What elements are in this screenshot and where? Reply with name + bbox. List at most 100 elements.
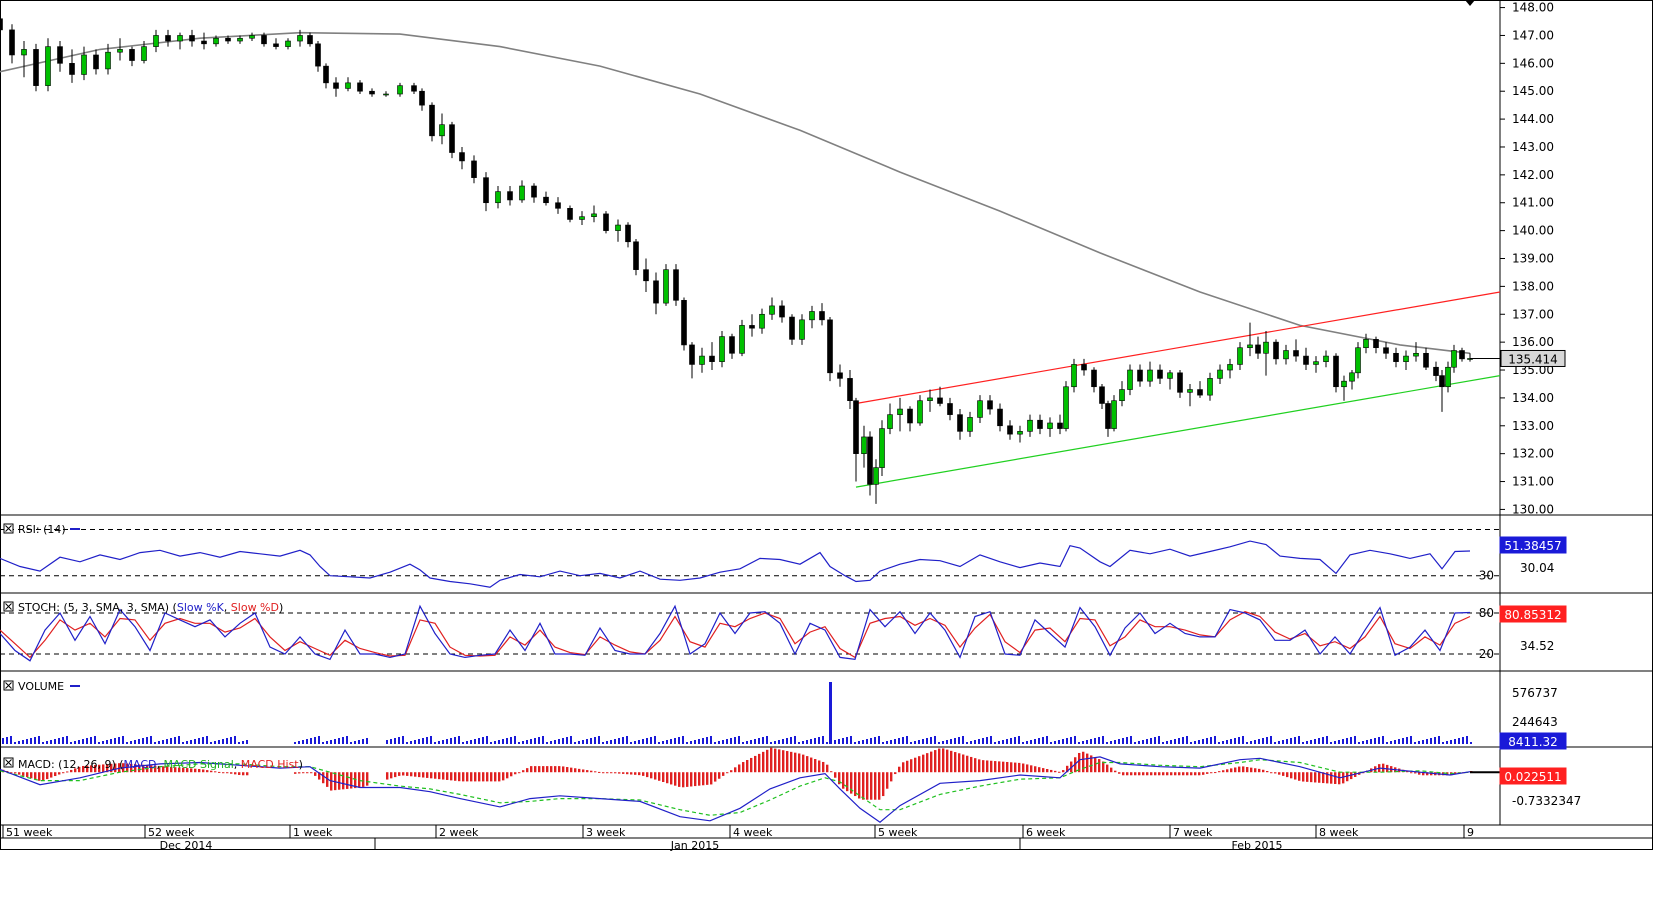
bull-candle <box>153 35 159 47</box>
macd-hist-bar <box>558 766 561 773</box>
bear-candle <box>997 408 1003 427</box>
bear-candle <box>827 319 833 374</box>
volume-bar <box>66 736 68 744</box>
volume-bar <box>650 737 652 744</box>
macd-hist-bar <box>10 772 13 774</box>
macd-hist-bar <box>106 764 109 773</box>
volume-bar <box>338 738 340 744</box>
bear-candle <box>1105 403 1111 429</box>
volume-bar <box>998 741 1000 744</box>
volume-bar <box>234 736 236 744</box>
bear-candle <box>633 241 639 270</box>
volume-bar <box>486 736 488 744</box>
volume-bar <box>970 741 972 744</box>
volume-bar <box>850 736 852 744</box>
price-tick-label: 134.00 <box>1512 391 1554 405</box>
macd-hist-bar <box>1198 772 1201 776</box>
volume-bar <box>958 737 960 744</box>
volume-bar <box>1410 736 1412 744</box>
macd-hist-bar <box>186 768 189 773</box>
macd-hist-bar <box>850 772 853 794</box>
bull-candle <box>45 46 51 86</box>
volume-bar <box>142 738 144 744</box>
week-label: 7 week <box>1173 826 1213 839</box>
macd-hist-bar <box>1202 772 1205 775</box>
macd-hist-bar <box>938 748 941 773</box>
month-label: Dec 2014 <box>160 839 213 852</box>
volume-bar <box>1074 736 1076 744</box>
week-label: 2 week <box>439 826 479 839</box>
bear-candle <box>603 213 609 231</box>
volume-bar <box>974 740 976 744</box>
macd-hist-bar <box>638 772 641 776</box>
macd-hist-bar <box>1426 772 1429 776</box>
volume-bar <box>430 736 432 744</box>
volume-bar <box>1066 738 1068 744</box>
bull-candle <box>809 311 815 321</box>
macd-hist-bar <box>1242 766 1245 773</box>
bull-candle <box>615 224 621 231</box>
bear-candle <box>1137 369 1143 382</box>
macd-hist-bar <box>918 756 921 773</box>
macd-hist-bar <box>730 770 733 773</box>
volume-bar <box>386 740 388 744</box>
volume-bar <box>210 742 212 744</box>
macd-hist-bar <box>214 771 217 773</box>
price-tick-label: 132.00 <box>1512 447 1554 461</box>
macd-hist-bar <box>806 756 809 773</box>
volume-bar <box>1398 739 1400 744</box>
macd-hist-bar <box>1078 752 1081 773</box>
volume-bar <box>1250 741 1252 744</box>
macd-hist-bar <box>934 750 937 773</box>
bear-candle <box>357 82 363 92</box>
last-price-box <box>1500 349 1566 367</box>
macd-hist-bar <box>482 772 485 782</box>
rsi-value-box <box>1499 536 1567 554</box>
stoch-k-line <box>0 604 1471 662</box>
macd-hist-bar <box>814 759 817 773</box>
volume-bar <box>1086 740 1088 744</box>
macd-hist-bar <box>758 753 761 773</box>
volume-bar <box>350 742 352 744</box>
volume-bar <box>690 741 692 744</box>
volume-bar <box>506 738 508 744</box>
volume-bar <box>902 737 904 744</box>
volume-bar <box>1094 738 1096 744</box>
macd-value-box <box>1499 767 1567 785</box>
bull-candle <box>1111 400 1117 429</box>
volume-tick-1: 576737 <box>1512 686 1558 700</box>
volume-bar <box>1366 740 1368 744</box>
week-label: 8 week <box>1319 826 1359 839</box>
macd-hist-bar <box>398 772 401 776</box>
macd-hist-bar <box>474 772 477 782</box>
macd-hist-bar <box>178 767 181 773</box>
volume-bar <box>394 738 396 744</box>
bear-candle <box>57 46 63 64</box>
volume-bar <box>1162 742 1164 744</box>
volume-bar <box>642 739 644 744</box>
volume-bar <box>1090 739 1092 744</box>
volume-bar <box>1262 738 1264 744</box>
macd-hist-bar <box>526 768 529 773</box>
bull-candle <box>1349 372 1355 382</box>
price-tick-label: 145.00 <box>1512 84 1554 98</box>
macd-hist-bar <box>1254 768 1257 773</box>
macd-hist-bar <box>1010 762 1013 773</box>
macd-hist-bar <box>1134 772 1137 776</box>
macd-hist-bar <box>390 772 393 779</box>
macd-hist-bar <box>586 770 589 773</box>
macd-hist-bar <box>326 772 329 787</box>
bear-candle <box>1255 344 1261 354</box>
volume-bar <box>854 742 856 744</box>
bear-candle <box>555 202 561 209</box>
price-tick-label: 131.00 <box>1512 475 1554 489</box>
bear-candle <box>1197 389 1203 396</box>
macd-hist-bar <box>718 772 721 779</box>
bear-candle <box>837 372 843 379</box>
volume-bar <box>1118 739 1120 744</box>
volume-bar <box>730 738 732 744</box>
price-tick-label: 140.00 <box>1512 224 1554 238</box>
bear-candle <box>957 414 963 432</box>
volume-bar <box>1334 741 1336 744</box>
macd-hist-bar <box>458 772 461 782</box>
